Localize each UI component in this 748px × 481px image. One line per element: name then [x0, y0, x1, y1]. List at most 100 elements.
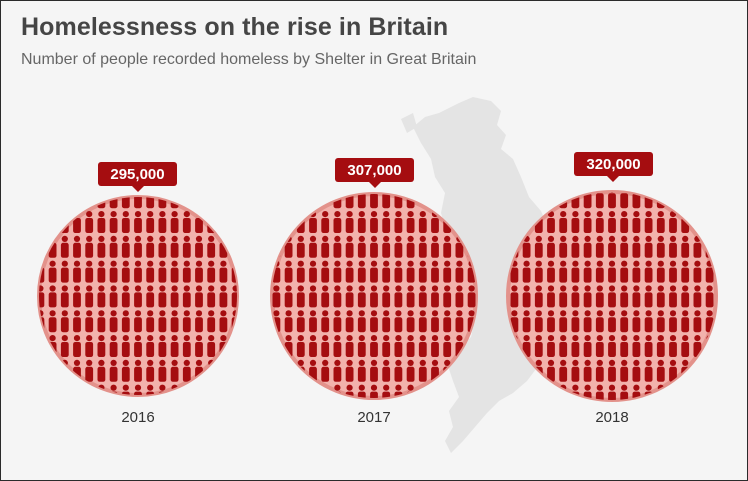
person-icon: [431, 260, 439, 283]
person-icon: [333, 194, 342, 209]
person-icon: [109, 197, 118, 209]
value-label-2018: 320,000: [586, 156, 640, 173]
person-icon: [595, 260, 604, 283]
person-icon: [632, 359, 641, 382]
person-icon: [158, 359, 167, 382]
person-icon: [382, 194, 391, 209]
person-icon: [632, 235, 641, 258]
person-icon: [170, 335, 179, 357]
person-icon: [644, 211, 653, 233]
person-icon: [357, 310, 366, 333]
person-icon: [73, 260, 81, 283]
person-icon: [534, 310, 543, 333]
person-icon: [559, 235, 568, 258]
person-icon: [382, 260, 391, 283]
person-icon: [644, 310, 653, 333]
person-icon: [158, 384, 167, 395]
person-icon: [669, 335, 677, 357]
person-icon: [547, 235, 555, 258]
person-icon: [97, 359, 106, 382]
person-icon: [345, 260, 354, 283]
person-icon: [620, 285, 629, 308]
person-icon: [357, 235, 366, 258]
person-icon: [656, 359, 665, 382]
person-icon: [284, 310, 293, 333]
person-icon: [121, 260, 130, 283]
person-icon: [418, 285, 427, 308]
person-icon: [85, 335, 94, 357]
person-icon: [571, 335, 580, 357]
person-icon: [195, 335, 203, 357]
person-icon: [109, 335, 118, 357]
person-icon: [656, 285, 665, 308]
person-icon: [109, 285, 118, 308]
person-icon: [406, 235, 415, 258]
person-icon: [73, 285, 81, 308]
person-icon: [333, 310, 342, 333]
person-icon: [406, 335, 415, 357]
person-icon: [443, 335, 452, 357]
person-icon: [693, 310, 702, 333]
person-icon: [406, 310, 415, 333]
person-icon: [370, 211, 378, 233]
person-icon: [394, 211, 403, 233]
person-icon: [595, 335, 604, 357]
person-icon: [170, 285, 179, 308]
person-icon: [681, 310, 690, 333]
person-icon: [219, 285, 228, 308]
person-icon: [559, 260, 568, 283]
person-icon: [669, 359, 677, 382]
person-icon: [547, 335, 555, 357]
person-icon: [656, 310, 665, 333]
person-icon: [534, 335, 543, 357]
person-icon: [321, 285, 330, 308]
person-icon: [547, 359, 555, 382]
person-icon: [207, 285, 216, 308]
person-icon: [559, 285, 568, 308]
person-icon: [48, 260, 57, 283]
person-icon: [158, 260, 167, 283]
person-icon: [357, 260, 366, 283]
person-icon: [583, 359, 592, 382]
person-icon: [357, 335, 366, 357]
person-icon: [146, 211, 155, 233]
person-icon: [121, 285, 130, 308]
person-icon: [547, 260, 555, 283]
year-label-2018: 2018: [595, 409, 628, 426]
person-icon: [595, 235, 604, 258]
person-icon: [85, 359, 94, 382]
person-icon: [406, 211, 415, 233]
year-label-2016: 2016: [121, 409, 154, 426]
person-icon: [97, 285, 106, 308]
person-icon: [431, 285, 439, 308]
person-icon: [608, 285, 616, 308]
person-icon: [382, 310, 391, 333]
person-icon: [681, 260, 690, 283]
person-icon: [97, 310, 106, 333]
person-icon: [357, 359, 366, 382]
person-icon: [571, 310, 580, 333]
person-icon: [559, 359, 568, 382]
person-icon: [705, 335, 714, 357]
person-icon: [357, 285, 366, 308]
person-icon: [583, 310, 592, 333]
person-icon: [522, 285, 531, 308]
person-icon: [632, 260, 641, 283]
person-icon: [134, 285, 142, 308]
person-icon: [109, 260, 118, 283]
person-icon: [321, 310, 330, 333]
person-icon: [219, 260, 228, 283]
person-icon: [669, 260, 677, 283]
person-icon: [97, 260, 106, 283]
person-icon: [406, 194, 415, 209]
person-icon: [632, 310, 641, 333]
person-icon: [431, 310, 439, 333]
person-icon: [39, 285, 45, 308]
person-icon: [394, 260, 403, 283]
person-icon: [333, 359, 342, 382]
person-icon: [418, 235, 427, 258]
person-icon: [510, 285, 519, 308]
person-icon: [620, 260, 629, 283]
person-icon: [333, 260, 342, 283]
